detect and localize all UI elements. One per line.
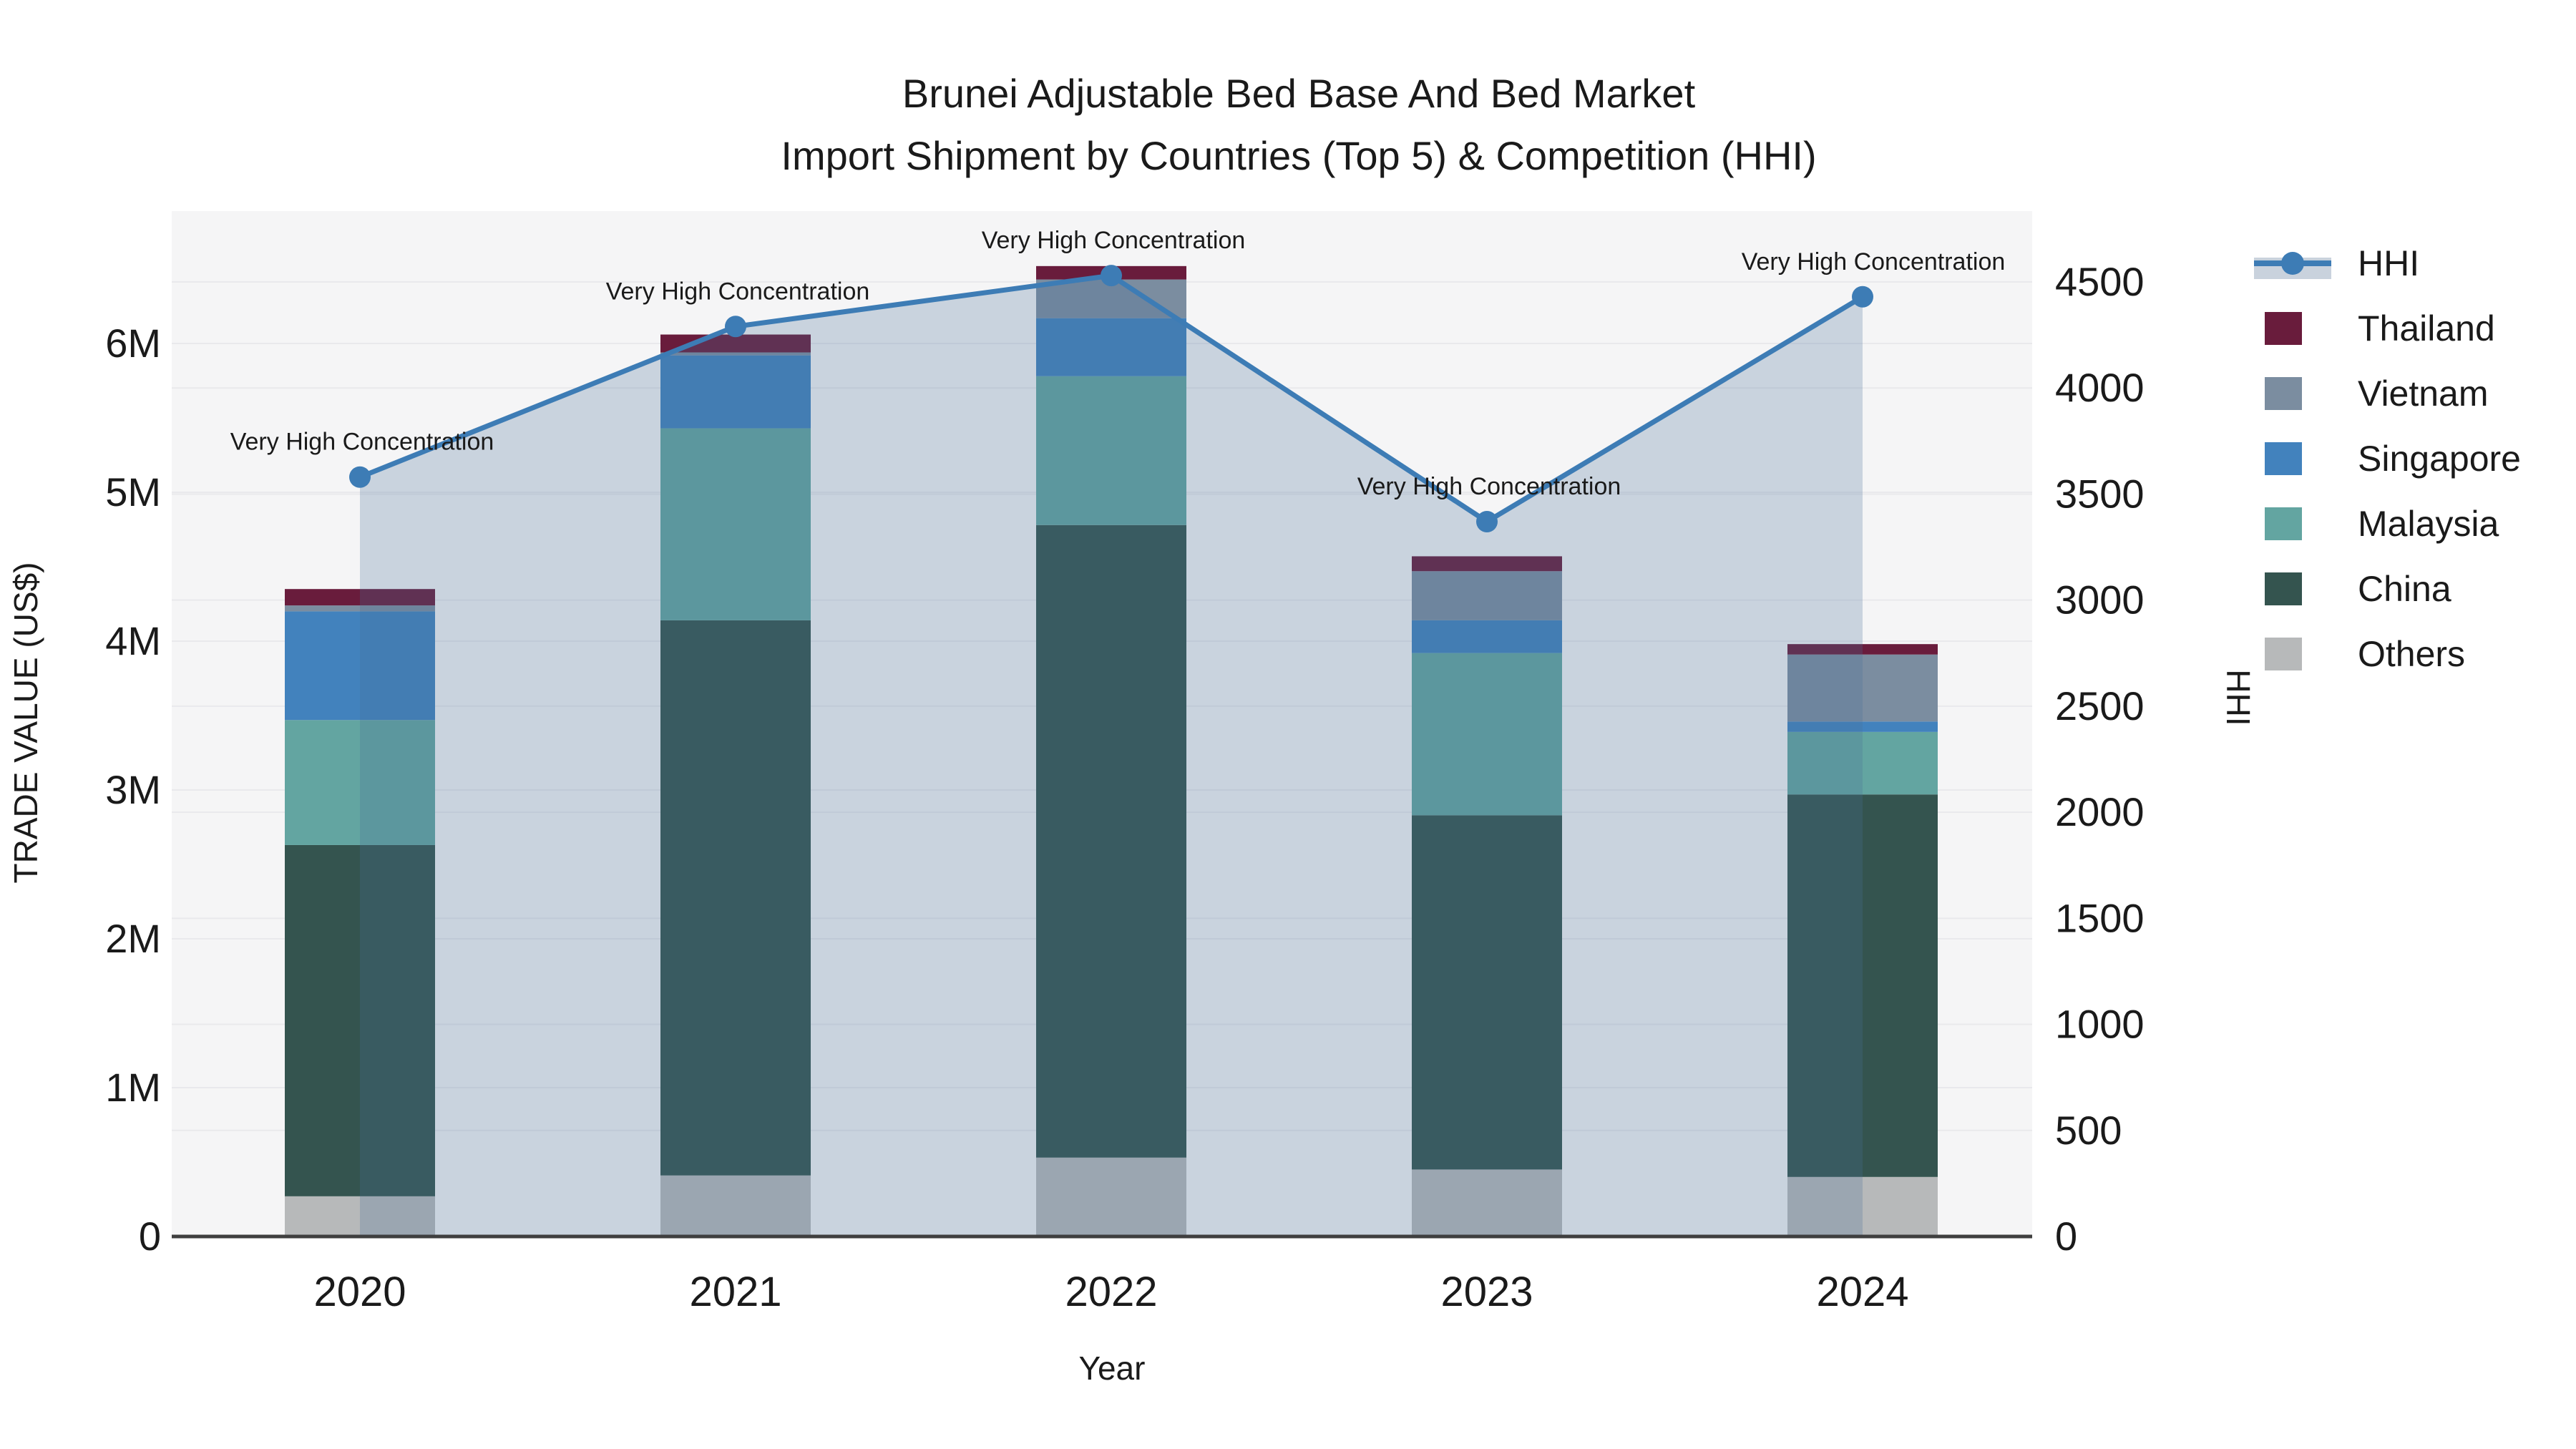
y-left-tick-label: 1M xyxy=(105,1065,161,1110)
y-right-tick-label: 2000 xyxy=(2055,789,2145,834)
y-right-tick-label: 0 xyxy=(2055,1214,2077,1259)
y-axis-left-ticks: 0 1M 2M 3M 4M 5M 6M xyxy=(105,321,161,1259)
y-right-tick-label: 4000 xyxy=(2055,365,2145,410)
hhi-marker-2023[interactable] xyxy=(1476,510,1498,532)
legend-swatch-china xyxy=(2265,572,2302,605)
x-tick-label-2022: 2022 xyxy=(1065,1269,1157,1315)
bar-segment-malaysia-2024[interactable] xyxy=(1787,731,1938,795)
bar-segment-malaysia-2020[interactable] xyxy=(285,720,435,845)
hhi-area-fill xyxy=(360,275,1863,1236)
legend-label: HHI xyxy=(2358,243,2419,283)
legend-item-singapore[interactable]: Singapore xyxy=(2265,439,2521,479)
bar-segment-china-2020[interactable] xyxy=(285,844,435,1196)
legend-swatch-singapore xyxy=(2265,442,2302,475)
hhi-markers xyxy=(349,265,1873,532)
hhi-marker-2021[interactable] xyxy=(725,316,746,338)
bar-segment-malaysia-2023[interactable] xyxy=(1412,653,1562,816)
bar-segment-vietnam-2021[interactable] xyxy=(660,352,811,356)
annotation-2021: Very High Concentration xyxy=(606,278,870,305)
legend-item-hhi[interactable]: HHI xyxy=(2254,243,2419,283)
bar-segment-others-2023[interactable] xyxy=(1412,1169,1562,1236)
y-axis-right-ticks: 0 500 1000 1500 2000 2500 3000 3500 4000 4500 xyxy=(2055,259,2145,1259)
y-left-tick-label: 4M xyxy=(105,618,161,663)
y-right-tick-label: 1500 xyxy=(2055,895,2145,940)
bar-segment-others-2022[interactable] xyxy=(1036,1157,1186,1236)
bar-segment-vietnam-2024[interactable] xyxy=(1787,654,1938,722)
legend-item-malaysia[interactable]: Malaysia xyxy=(2265,504,2499,544)
bar-segment-china-2022[interactable] xyxy=(1036,525,1186,1158)
legend-label: China xyxy=(2358,569,2451,609)
y-axis-left-title: TRADE VALUE (US$) xyxy=(7,562,44,883)
legend-label: Vietnam xyxy=(2358,374,2489,414)
legend-label: Thailand xyxy=(2358,308,2495,348)
y-left-tick-label: 6M xyxy=(105,321,161,366)
bar-segment-malaysia-2021[interactable] xyxy=(660,428,811,620)
y-right-tick-label: 3000 xyxy=(2055,577,2145,623)
x-tick-label-2021: 2021 xyxy=(689,1269,781,1315)
x-axis-ticks: 2020 2021 2022 2023 2024 xyxy=(313,1269,1908,1315)
bar-segment-singapore-2023[interactable] xyxy=(1412,620,1562,653)
x-axis-title: Year xyxy=(1079,1350,1146,1387)
y-left-tick-label: 2M xyxy=(105,916,161,961)
bar-segment-china-2024[interactable] xyxy=(1787,794,1938,1177)
x-tick-label-2024: 2024 xyxy=(1816,1269,1908,1315)
legend-label: Singapore xyxy=(2358,439,2521,479)
annotation-2022: Very High Concentration xyxy=(982,227,1246,254)
annotation-2024: Very High Concentration xyxy=(1742,248,2006,275)
bar-segment-singapore-2021[interactable] xyxy=(660,355,811,429)
bar-segment-thailand-2021[interactable] xyxy=(660,334,811,353)
legend-item-china[interactable]: China xyxy=(2265,569,2451,609)
hhi-marker-2024[interactable] xyxy=(1852,286,1873,308)
annotation-2023: Very High Concentration xyxy=(1357,473,1621,500)
y-right-tick-label: 2500 xyxy=(2055,683,2145,728)
y-left-tick-label: 5M xyxy=(105,469,161,514)
legend-label: Malaysia xyxy=(2358,504,2499,544)
annotations: Very High Concentration Very High Concent… xyxy=(230,227,2006,500)
legend-label: Others xyxy=(2358,634,2465,674)
bar-segment-others-2020[interactable] xyxy=(285,1196,435,1236)
chart-title-line2: Import Shipment by Countries (Top 5) & C… xyxy=(781,133,1816,178)
y-left-tick-label: 0 xyxy=(139,1214,161,1259)
legend-hhi-marker-icon xyxy=(2281,252,2304,275)
bar-segment-thailand-2024[interactable] xyxy=(1787,644,1938,655)
annotation-2020: Very High Concentration xyxy=(230,429,494,456)
x-tick-label-2023: 2023 xyxy=(1440,1269,1533,1315)
bar-segment-china-2021[interactable] xyxy=(660,620,811,1176)
legend-swatch-vietnam xyxy=(2265,377,2302,410)
bar-segment-singapore-2022[interactable] xyxy=(1036,318,1186,376)
hhi-marker-2020[interactable] xyxy=(349,466,371,488)
bar-segment-others-2021[interactable] xyxy=(660,1175,811,1236)
y-axis-right-title: HHI xyxy=(2220,669,2257,726)
x-tick-label-2020: 2020 xyxy=(313,1269,406,1315)
hhi-marker-2022[interactable] xyxy=(1101,265,1122,287)
bar-segment-malaysia-2022[interactable] xyxy=(1036,376,1186,525)
bar-segment-thailand-2020[interactable] xyxy=(285,589,435,606)
bar-segment-vietnam-2023[interactable] xyxy=(1412,571,1562,620)
y-right-tick-label: 4500 xyxy=(2055,259,2145,304)
bar-segment-singapore-2024[interactable] xyxy=(1787,721,1938,732)
bar-segment-vietnam-2020[interactable] xyxy=(285,605,435,612)
stacked-bars xyxy=(285,265,1938,1236)
y-right-tick-label: 3500 xyxy=(2055,471,2145,516)
y-right-tick-label: 1000 xyxy=(2055,1002,2145,1047)
chart-title-line1: Brunei Adjustable Bed Base And Bed Marke… xyxy=(902,71,1696,116)
legend-item-vietnam[interactable]: Vietnam xyxy=(2265,374,2489,414)
legend-item-thailand[interactable]: Thailand xyxy=(2265,308,2495,348)
bar-segment-others-2024[interactable] xyxy=(1787,1176,1938,1236)
legend-swatch-others xyxy=(2265,638,2302,670)
y-right-tick-label: 500 xyxy=(2055,1108,2122,1153)
bar-segment-singapore-2020[interactable] xyxy=(285,611,435,721)
legend-swatch-thailand xyxy=(2265,312,2302,345)
bar-segment-china-2023[interactable] xyxy=(1412,815,1562,1170)
legend: HHI Thailand Vietnam Singapore Malaysia China… xyxy=(2254,243,2521,674)
y-left-tick-label: 3M xyxy=(105,767,161,812)
legend-item-others[interactable]: Others xyxy=(2265,634,2465,674)
bar-segment-thailand-2023[interactable] xyxy=(1412,556,1562,572)
legend-swatch-malaysia xyxy=(2265,507,2302,540)
